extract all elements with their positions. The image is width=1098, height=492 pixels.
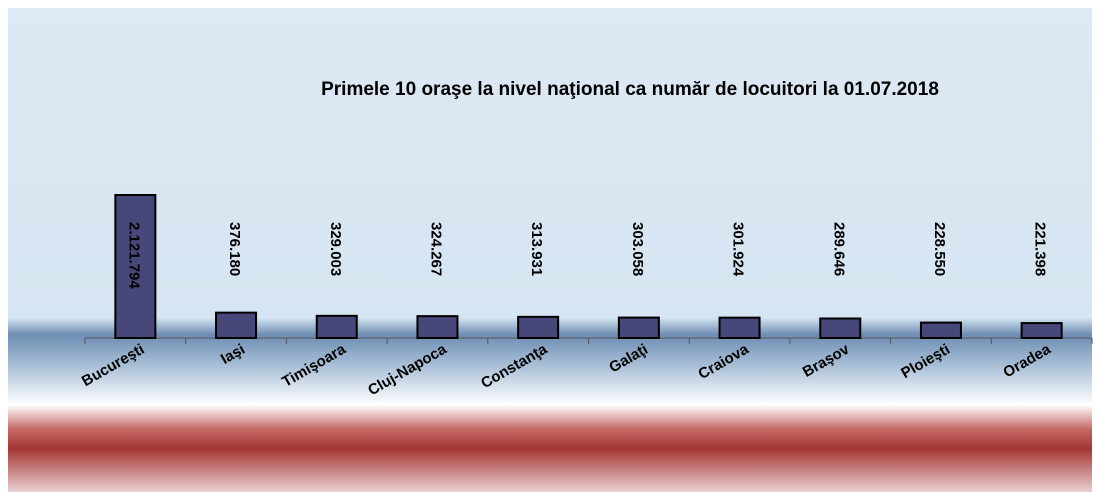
bar (114, 194, 157, 339)
chart-title: Primele 10 oraşe la nivel naţional ca nu… (321, 79, 939, 100)
bar (517, 315, 560, 340)
bar (617, 316, 660, 339)
bar (819, 317, 862, 339)
value-label: 2.121.794 (125, 222, 142, 289)
value-label: 313.931 (528, 222, 545, 276)
bar (315, 314, 358, 339)
value-label: 221.398 (1032, 222, 1049, 276)
bar (718, 316, 761, 339)
bar (1020, 322, 1063, 339)
value-label: 289.646 (830, 222, 847, 276)
value-label: 301.924 (730, 222, 747, 277)
value-label: 324.267 (427, 222, 444, 276)
value-label: 376.180 (226, 222, 243, 276)
bar (919, 321, 962, 339)
bar (215, 311, 258, 339)
value-label: 228.550 (931, 222, 948, 276)
value-label: 329.003 (327, 222, 344, 276)
value-label: 303.058 (629, 222, 646, 276)
plot-background (8, 8, 1092, 492)
bar (416, 315, 459, 339)
